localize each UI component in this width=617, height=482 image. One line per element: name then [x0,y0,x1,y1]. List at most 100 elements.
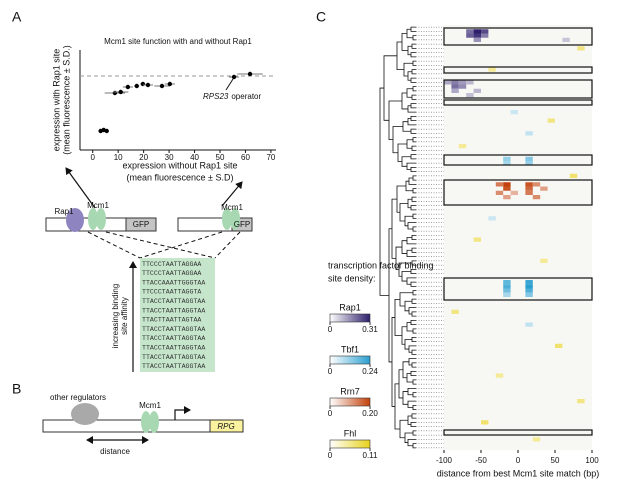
point [112,90,118,96]
point [159,83,165,89]
dendrogram-branch [411,349,416,355]
x-tick-label: 10 [114,153,123,162]
gene-box [209,419,244,433]
dendrogram-branch [391,317,395,407]
mcm1-protein [222,208,232,230]
heatmap-cell [495,373,504,378]
heatmap-cell [451,80,459,85]
dendrogram-branch [412,379,416,385]
heatmap-cell [532,437,541,442]
cluster-box [443,66,593,74]
mcm1-protein [230,208,240,230]
heatmap-cell [525,161,533,166]
heatmap-cell [473,88,481,93]
dendrogram-branch [394,298,402,336]
y-axis-label: expression with Rap1 site [51,49,61,152]
heatmap-cell [495,190,504,195]
x-tick-label: 30 [165,153,174,162]
x-axis-label: distance from best Mcm1 site match (bp) [437,468,600,478]
heatmap-cell [503,161,511,166]
dendrogram-branch [406,28,413,39]
gene-label: GFP [234,220,250,229]
heatmap-cell [525,131,533,136]
heatmap-cell [488,216,496,221]
heatmap-cell [525,322,533,327]
cluster-box [443,154,593,166]
colorbar-tick-label: 0 [328,451,333,460]
legend-title: transcription factor binding [328,260,434,270]
dendrogram-branch [404,339,412,350]
dendrogram-branch [412,175,416,181]
colorbar [329,313,371,323]
legend-label: Tbf1 [341,344,359,354]
heatmap-cell [525,156,533,161]
dendrogram-branch [407,400,416,408]
point [118,89,123,95]
dendrogram-branch [411,311,416,317]
dendrogram-branch [412,392,416,398]
heatmap-cell [458,144,467,149]
mcm1-protein [96,208,106,230]
distance-label: distance [100,447,130,456]
legend-title: site density: [328,273,376,283]
heatmap-cell [577,46,585,51]
heatmap-cell [466,80,474,85]
sequence: TTACCTAATTAGGTAA [142,307,205,314]
heatmap-cell [503,156,511,161]
colorbar-tick-label: 0 [328,325,333,334]
heatmap-cell [532,195,541,200]
dendrogram-branch [412,213,416,219]
heatmap-cell [458,84,467,89]
dendrogram-branch [410,115,416,122]
dendrogram-branch [388,228,392,363]
dendrogram-branch [411,69,416,75]
protein-label: Mcm1 [87,201,109,210]
panel-label: C [316,9,326,25]
regulator-label: other regulators [50,393,106,402]
dendrogram-branch [396,41,404,71]
cluster-box [443,277,593,301]
dendrogram-branch [408,345,416,353]
x-tick-label: 40 [190,153,199,162]
dendrogram-branch [410,319,416,326]
sequence: TTCCCTAATTAGGTA [142,289,201,296]
dendrogram-branch [408,358,416,366]
x-axis-label: (mean fluorescence ± S.D) [127,172,234,182]
heatmap-cell [503,182,511,187]
dendrogram-branch [404,300,412,312]
dendrogram-branch [407,387,416,396]
heatmap-cell [466,29,474,34]
dendrogram-branch [412,328,416,334]
heatmap-cell [495,182,504,187]
dendrogram-branch [405,180,413,192]
protein-label: Mcm1 [139,401,161,410]
cluster-box [443,429,593,436]
dendrogram-branch [396,185,406,213]
gene-label: RPG [217,422,234,431]
heatmap-cell [510,110,518,115]
dendrogram-branch [411,196,416,202]
dendrogram-branch [402,361,409,379]
heatmap-cell [525,182,533,187]
cluster-box [443,27,593,46]
regulator-protein [71,403,99,425]
dendrogram-branch [407,105,416,113]
heatmap-cell [466,93,474,98]
sequence: TTACCTAATTAGGTAA [142,363,205,370]
dendrogram-branch [410,205,416,211]
dendrogram-branch [412,430,416,436]
dendrogram-branch [399,203,408,222]
point [145,82,151,88]
heatmap-cell [473,237,481,242]
dendrogram-branch [397,143,407,162]
sequence-list: TTCCCTAATTAGGAA TTCCCTAATTAGGAA TTACCAAATT… [142,261,205,370]
dendrogram-branch [401,240,407,254]
dendrogram-branch [399,419,408,439]
dendrogram-branch [406,373,413,383]
heatmap-cell [481,29,489,34]
annotation: RPS23 operator [203,92,261,101]
dendrogram-branch [410,103,416,109]
heatmap-cell [569,173,578,178]
dendrogram-branch [388,100,402,141]
heatmap-cell [547,118,555,123]
